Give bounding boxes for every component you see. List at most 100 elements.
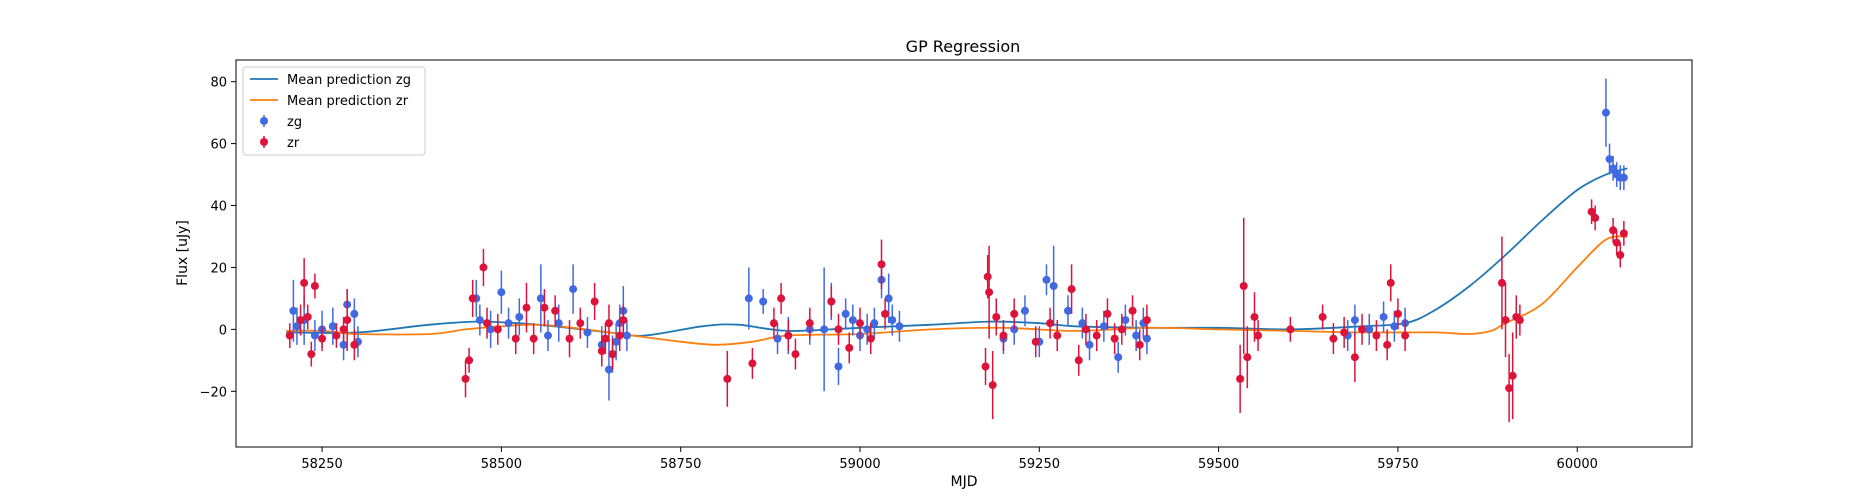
data-point-zg: [1121, 316, 1130, 325]
data-point-zr: [1031, 337, 1040, 346]
data-point-zg: [339, 340, 348, 349]
data-point-zr: [1250, 312, 1259, 321]
data-point-zr: [805, 319, 814, 328]
data-point-zr: [988, 381, 997, 390]
data-point-zr: [1358, 325, 1367, 334]
data-point-zr: [465, 356, 474, 365]
mean-prediction-line-zr: [286, 235, 1628, 346]
data-point-zr: [1254, 331, 1263, 340]
data-point-zr: [479, 263, 488, 272]
data-point-zr: [597, 347, 606, 356]
data-point-zr: [769, 319, 778, 328]
data-point-zr: [1393, 309, 1402, 318]
data-point-zr: [1053, 331, 1062, 340]
y-axis-label: Flux [uJy]: [175, 220, 191, 286]
data-point-zr: [1110, 334, 1119, 343]
x-tick-label: 58500: [481, 457, 522, 472]
data-point-zg: [536, 294, 545, 303]
data-point-zr: [748, 359, 757, 368]
data-point-zr: [1497, 278, 1506, 287]
data-point-zg: [1114, 353, 1123, 362]
data-point-zr: [576, 319, 585, 328]
data-point-zr: [1372, 331, 1381, 340]
data-point-zr: [1128, 306, 1137, 315]
plot-frame: [235, 59, 1693, 448]
data-point-zg: [544, 331, 552, 340]
data-point-zg: [744, 294, 753, 303]
data-point-zr: [827, 297, 836, 306]
data-point-zg: [328, 322, 337, 331]
y-tick-label: 20: [210, 261, 227, 276]
data-point-zg: [289, 306, 298, 315]
data-point-zr: [601, 334, 610, 343]
data-point-zr: [1619, 229, 1628, 238]
data-point-zr: [1505, 384, 1514, 393]
data-point-zr: [845, 343, 854, 352]
x-tick-label: 58250: [301, 457, 342, 472]
data-point-zr: [981, 362, 990, 371]
legend: Mean prediction zg Mean prediction zr zg zr: [242, 66, 426, 156]
data-point-zr: [604, 319, 613, 328]
data-point-zr: [343, 316, 352, 325]
data-point-zg: [884, 294, 893, 303]
data-point-zr: [1103, 309, 1112, 318]
y-axis: −20 0 20 40 60 80: [200, 76, 236, 400]
data-point-zg: [1601, 108, 1610, 117]
data-point-zr: [1142, 316, 1151, 325]
data-point-zg: [1350, 316, 1359, 325]
data-point-zg: [1085, 340, 1094, 349]
data-point-zg: [1142, 334, 1151, 343]
data-point-zg: [834, 362, 843, 371]
y-tick-label: 60: [210, 138, 227, 153]
data-point-zg: [1042, 275, 1051, 284]
data-point-zg: [554, 319, 563, 328]
data-point-zr: [784, 331, 793, 340]
data-point-zg: [1099, 322, 1108, 331]
data-point-zr: [1609, 226, 1618, 235]
y-tick-label: 80: [210, 76, 227, 91]
data-point-zr: [483, 319, 492, 328]
data-point-zr: [1243, 353, 1252, 362]
data-point-zr: [1117, 325, 1126, 334]
data-point-zr: [856, 319, 864, 328]
data-point-zg: [1020, 306, 1029, 315]
x-tick-label: 58750: [660, 457, 701, 472]
data-point-zg: [1390, 322, 1399, 331]
legend-box: [242, 66, 426, 156]
data-point-zr: [565, 334, 574, 343]
data-point-zr: [1501, 316, 1510, 325]
data-point-zr: [1329, 334, 1338, 343]
data-point-zr: [1401, 331, 1410, 340]
data-point-zr: [1616, 251, 1625, 260]
data-point-zg: [820, 325, 829, 334]
data-point-zg: [870, 319, 879, 328]
data-point-zr: [985, 288, 994, 297]
data-point-zg: [1078, 319, 1087, 328]
data-point-zg: [1609, 164, 1618, 173]
data-point-zr: [511, 334, 520, 343]
data-point-zr: [1010, 309, 1019, 318]
data-point-zr: [529, 334, 538, 343]
legend-label: zg: [287, 115, 302, 130]
data-point-zr: [1067, 285, 1076, 294]
data-point-zg: [622, 331, 631, 340]
legend-marker-swatch: [260, 117, 268, 125]
data-point-zr: [300, 278, 309, 287]
data-point-zr: [834, 325, 843, 334]
y-tick-label: 40: [210, 200, 227, 215]
data-point-zr: [619, 316, 628, 325]
data-point-zr: [1591, 213, 1600, 222]
data-point-zg: [475, 316, 484, 325]
data-point-zg: [895, 322, 904, 331]
data-point-zg: [1132, 331, 1141, 340]
data-point-zr: [493, 325, 502, 334]
data-point-zg: [1064, 306, 1072, 315]
data-point-zr: [551, 306, 560, 315]
data-point-zr: [1092, 331, 1101, 340]
legend-label: Mean prediction zr: [287, 94, 409, 109]
legend-label: Mean prediction zg: [287, 73, 411, 88]
data-point-zr: [590, 297, 599, 306]
data-point-zg: [888, 316, 897, 325]
data-point-zr: [1135, 340, 1144, 349]
